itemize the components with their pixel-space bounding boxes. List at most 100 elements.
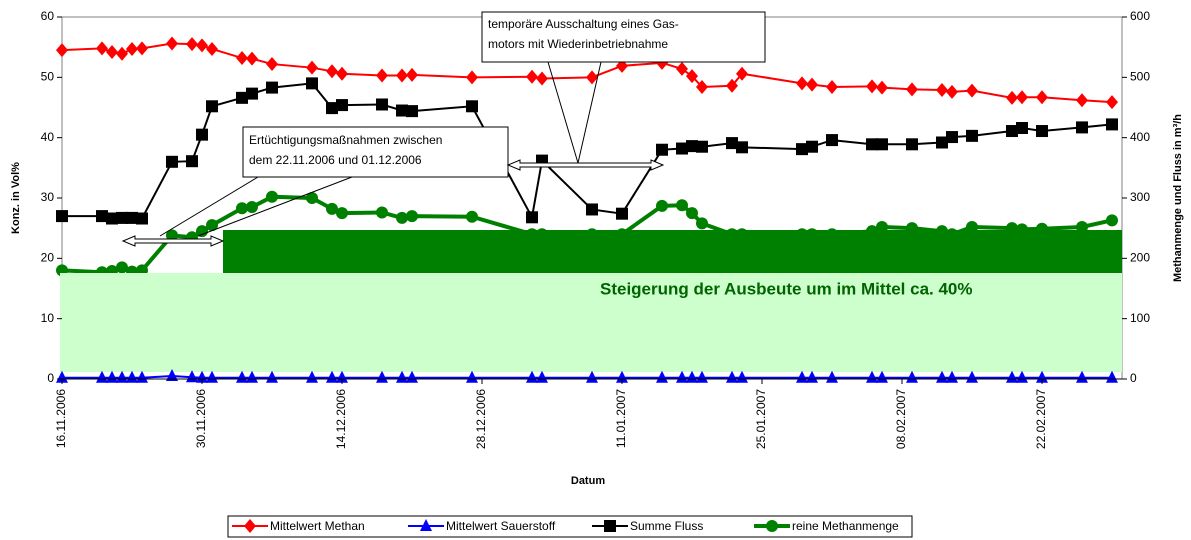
marker	[396, 211, 408, 224]
marker	[206, 100, 218, 113]
marker	[1006, 370, 1018, 383]
marker	[906, 82, 918, 97]
marker	[96, 41, 108, 56]
marker	[196, 225, 208, 238]
marker	[686, 140, 698, 153]
y2-tick-label: 100	[1130, 311, 1150, 325]
marker	[266, 81, 278, 94]
y-tick-label: 60	[41, 9, 55, 23]
marker	[526, 69, 538, 84]
marker	[306, 192, 318, 204]
callout-line	[159, 176, 259, 237]
marker	[376, 98, 388, 111]
marker	[336, 207, 348, 220]
front-series	[56, 36, 1118, 383]
marker	[696, 140, 708, 153]
marker	[726, 78, 738, 93]
marker	[56, 210, 68, 223]
callout-line	[577, 61, 602, 164]
annotation-text: motors mit Wiederinbetriebnahme	[488, 37, 668, 51]
marker	[796, 143, 808, 156]
annotation-text: dem 22.11.2006 und 01.12.2006	[249, 153, 422, 167]
marker	[696, 217, 708, 230]
marker	[676, 61, 688, 76]
marker	[136, 212, 148, 225]
y-tick-label: 40	[41, 130, 55, 144]
marker	[96, 210, 108, 223]
legend-items: Mittelwert Methan Mittelwert Sauerstoff Su…	[232, 519, 899, 533]
marker	[1016, 90, 1028, 105]
marker	[236, 370, 248, 383]
marker	[806, 77, 818, 92]
marker	[246, 370, 258, 383]
marker	[326, 64, 338, 79]
marker	[466, 70, 478, 85]
marker	[336, 370, 348, 383]
legend-label: Mittelwert Methan	[270, 519, 365, 533]
marker	[826, 370, 838, 383]
marker	[376, 68, 388, 83]
marker	[936, 136, 948, 149]
marker	[420, 519, 432, 531]
marker	[526, 211, 538, 224]
annotation-text: Ertüchtigungsmaßnahmen zwischen	[249, 133, 442, 147]
marker	[1036, 370, 1048, 383]
marker	[126, 211, 138, 224]
x-tick-label: 08.02.2007	[894, 389, 908, 449]
marker	[196, 128, 208, 141]
annotation-box	[481, 11, 766, 63]
marker	[696, 79, 708, 94]
marker	[136, 41, 148, 56]
marker	[876, 138, 888, 151]
marker	[736, 141, 748, 154]
marker	[116, 370, 128, 383]
marker	[106, 44, 118, 59]
marker	[1006, 125, 1018, 138]
callout-line	[197, 176, 353, 237]
annotation-box	[242, 126, 509, 178]
marker	[206, 41, 218, 56]
marker	[676, 142, 688, 155]
x-tick-label: 28.12.2006	[474, 389, 488, 449]
marker	[726, 370, 738, 383]
y2-tick-label: 500	[1130, 70, 1150, 84]
marker	[1016, 122, 1028, 135]
marker	[796, 370, 808, 383]
marker	[196, 370, 208, 383]
marker	[796, 76, 808, 91]
marker	[686, 207, 698, 220]
marker	[246, 51, 258, 66]
marker	[536, 71, 548, 86]
marker	[876, 80, 888, 95]
marker	[206, 370, 218, 383]
marker	[116, 261, 128, 274]
marker	[1076, 220, 1088, 233]
double-arrow	[121, 235, 225, 247]
marker	[406, 210, 418, 223]
marker	[236, 202, 248, 215]
marker	[244, 519, 256, 533]
marker	[586, 370, 598, 383]
marker	[396, 370, 408, 383]
marker	[56, 43, 68, 58]
marker	[1036, 90, 1048, 105]
marker	[406, 370, 418, 383]
marker	[826, 134, 838, 147]
marker	[166, 155, 178, 168]
callout-line	[547, 61, 579, 164]
marker	[96, 370, 108, 383]
marker	[306, 60, 318, 75]
marker	[616, 370, 628, 383]
marker	[586, 70, 598, 85]
marker	[406, 105, 418, 118]
y-tick-label: 50	[41, 70, 55, 84]
marker	[526, 370, 538, 383]
marker	[736, 370, 748, 383]
marker	[536, 370, 548, 383]
legend-label: Mittelwert Sauerstoff	[446, 519, 556, 533]
marker	[616, 58, 628, 73]
series-line	[62, 82, 1113, 221]
marker	[336, 66, 348, 81]
marker	[946, 131, 958, 144]
marker	[936, 83, 948, 98]
